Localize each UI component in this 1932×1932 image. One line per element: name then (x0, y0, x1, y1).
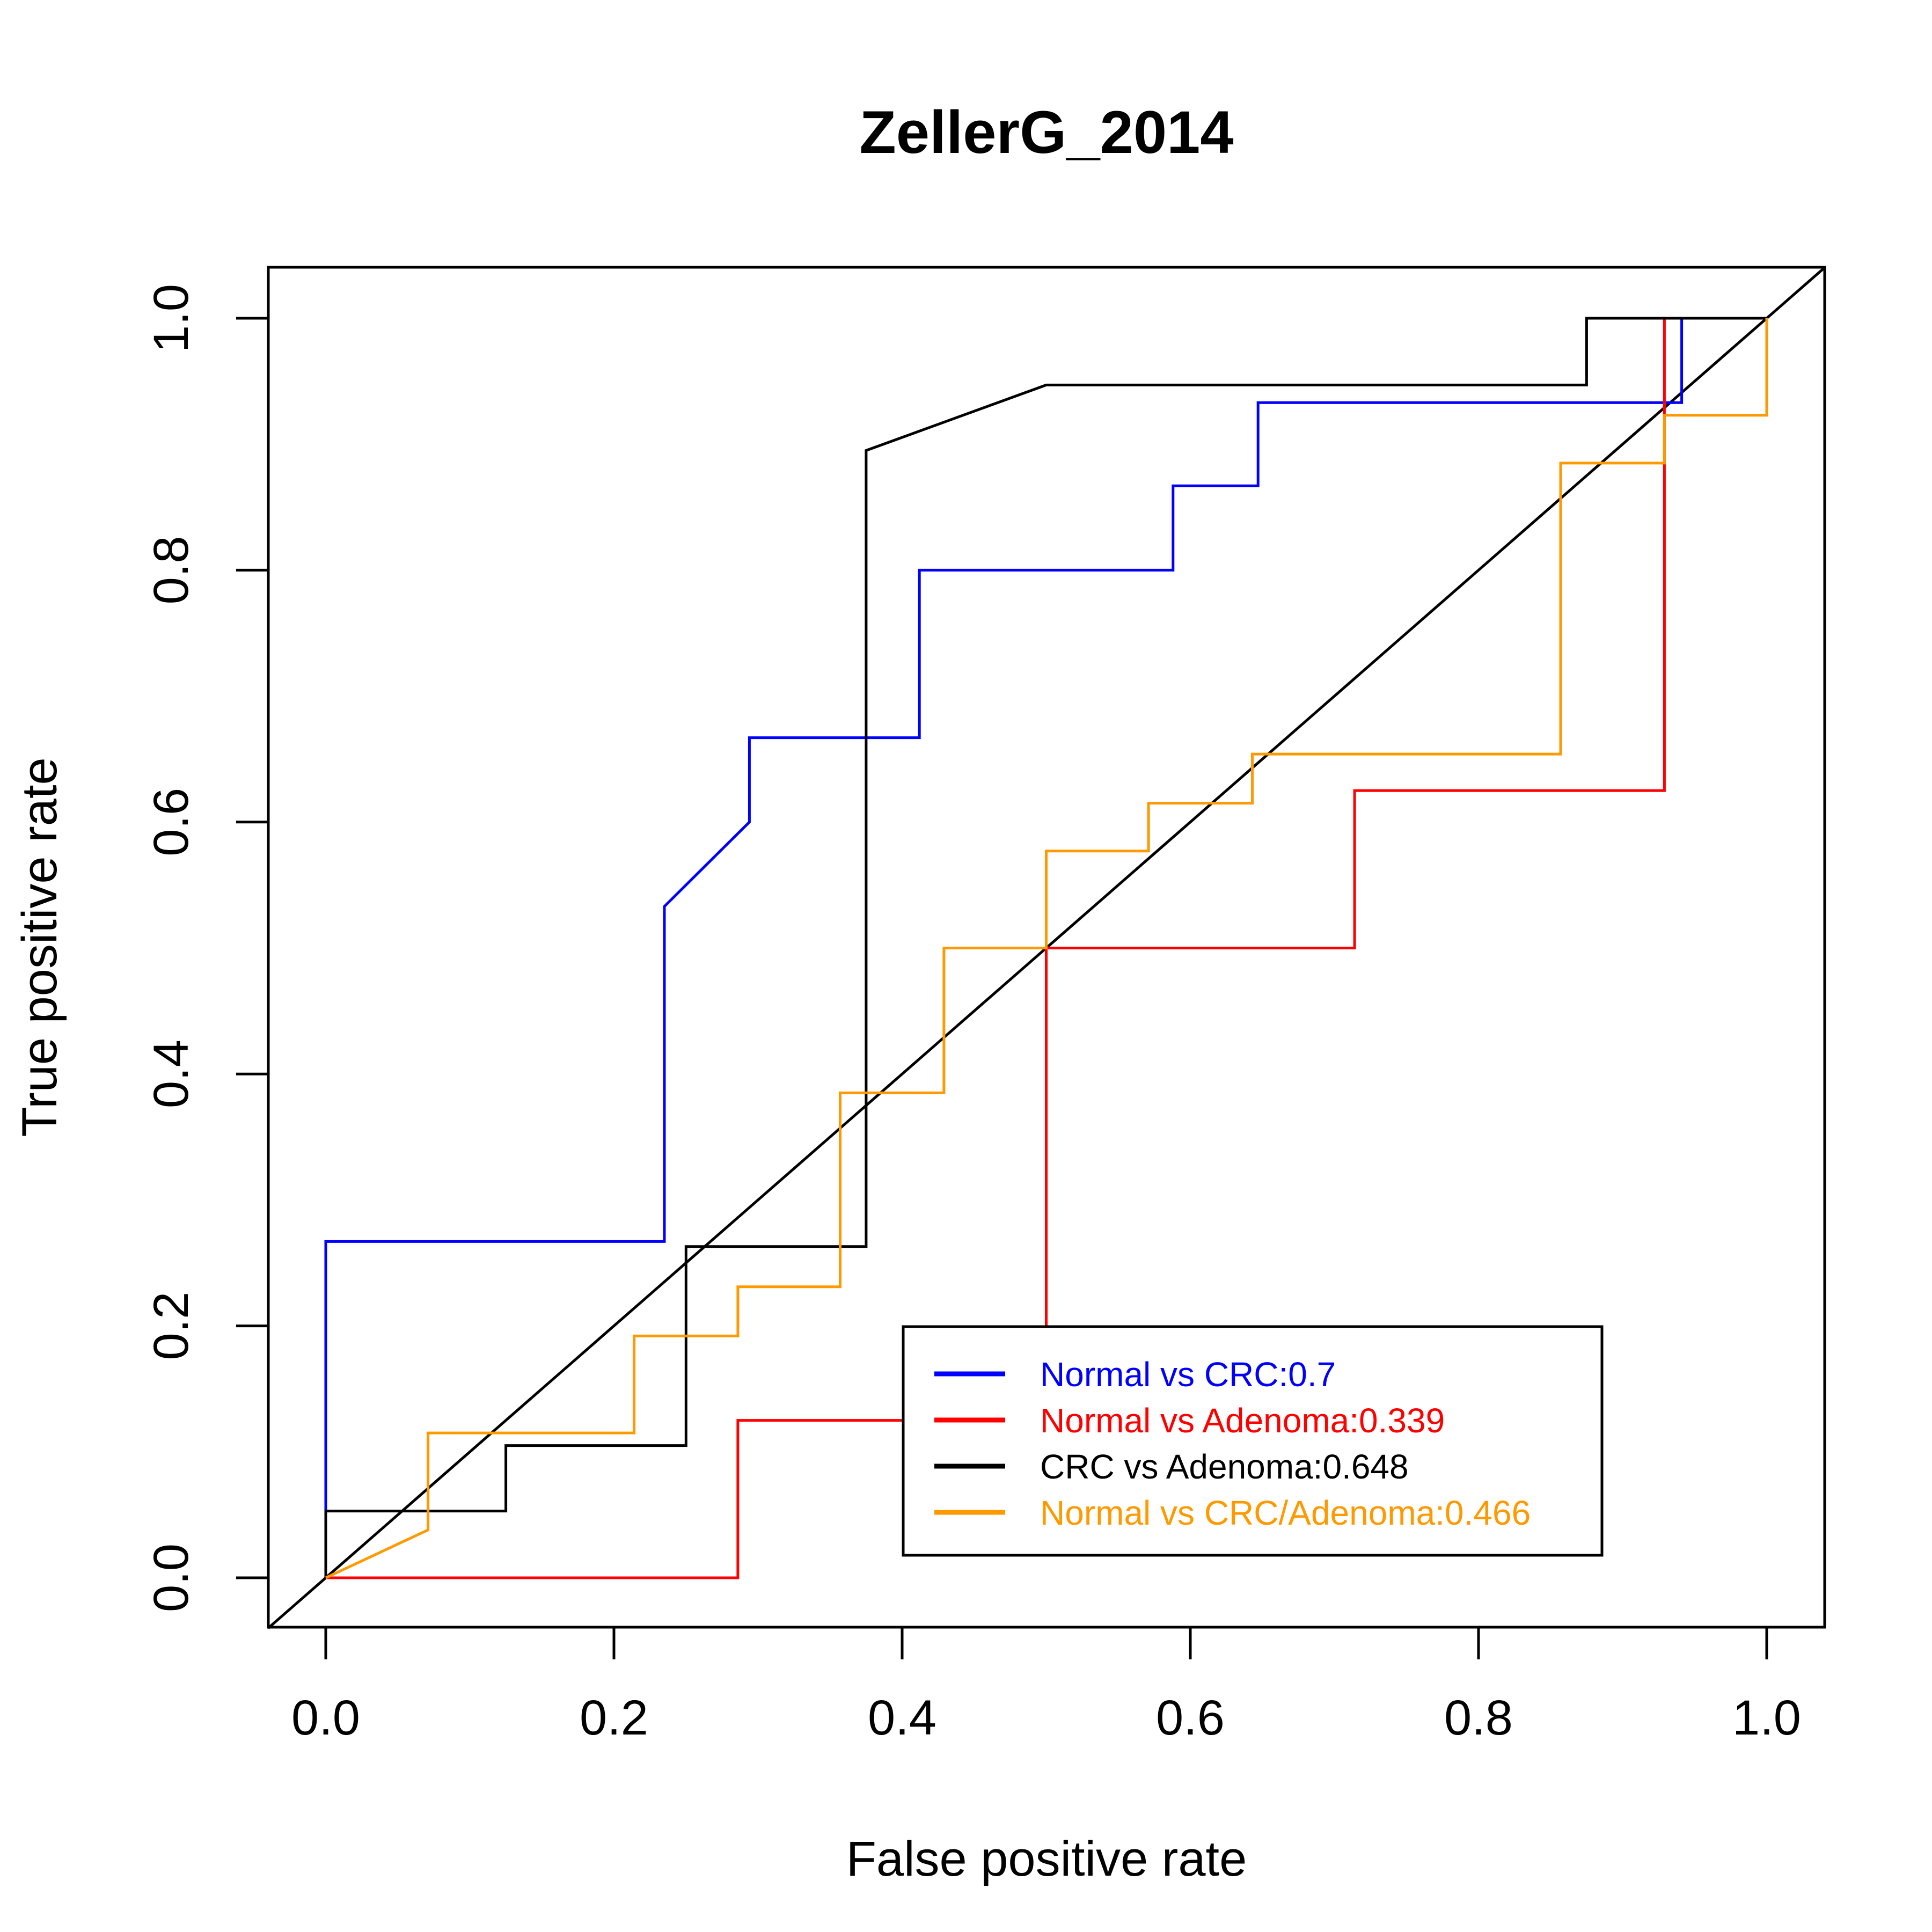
x-tick-label: 0.4 (868, 1690, 936, 1745)
x-tick-label: 0.8 (1444, 1690, 1513, 1745)
x-tick-label: 0.6 (1156, 1690, 1225, 1745)
y-tick-label: 0.2 (144, 1292, 199, 1360)
x-axis-title: False positive rate (846, 1832, 1247, 1886)
legend-label: Normal vs CRC/Adenoma:0.466 (1040, 1494, 1531, 1532)
y-tick-label: 0.4 (144, 1040, 199, 1108)
x-axis: 0.0 0.2 0.4 0.6 0.8 1.0 (291, 1627, 1801, 1745)
legend-label: Normal vs Adenoma:0.339 (1040, 1401, 1445, 1440)
legend-label: CRC vs Adenoma:0.648 (1040, 1447, 1409, 1486)
legend: Normal vs CRC:0.7 Normal vs Adenoma:0.339… (902, 1325, 1604, 1557)
roc-curve-series-1 (324, 317, 1767, 1578)
x-tick-label: 0.0 (291, 1690, 360, 1745)
y-axis-title: True positive rate (12, 757, 67, 1137)
y-tick-label: 0.6 (144, 788, 199, 857)
legend-box (902, 1325, 1604, 1557)
y-axis: 0.0 0.2 0.4 0.6 0.8 1.0 (144, 284, 268, 1612)
x-tick-label: 0.2 (580, 1690, 648, 1745)
plot-frame (267, 266, 1826, 1629)
chart-title: ZellerG_2014 (859, 99, 1233, 166)
y-tick-label: 1.0 (144, 284, 199, 353)
roc-curve-series-4 (325, 318, 1768, 1579)
x-tick-label: 1.0 (1732, 1690, 1801, 1745)
roc-curve-series-3 (324, 317, 1767, 1578)
roc-curve-series-2 (326, 317, 1767, 1579)
y-tick-label: 0.0 (144, 1543, 199, 1612)
legend-label: Normal vs CRC:0.7 (1040, 1355, 1336, 1394)
series-layer (324, 317, 1768, 1579)
y-tick-label: 0.8 (144, 536, 199, 604)
